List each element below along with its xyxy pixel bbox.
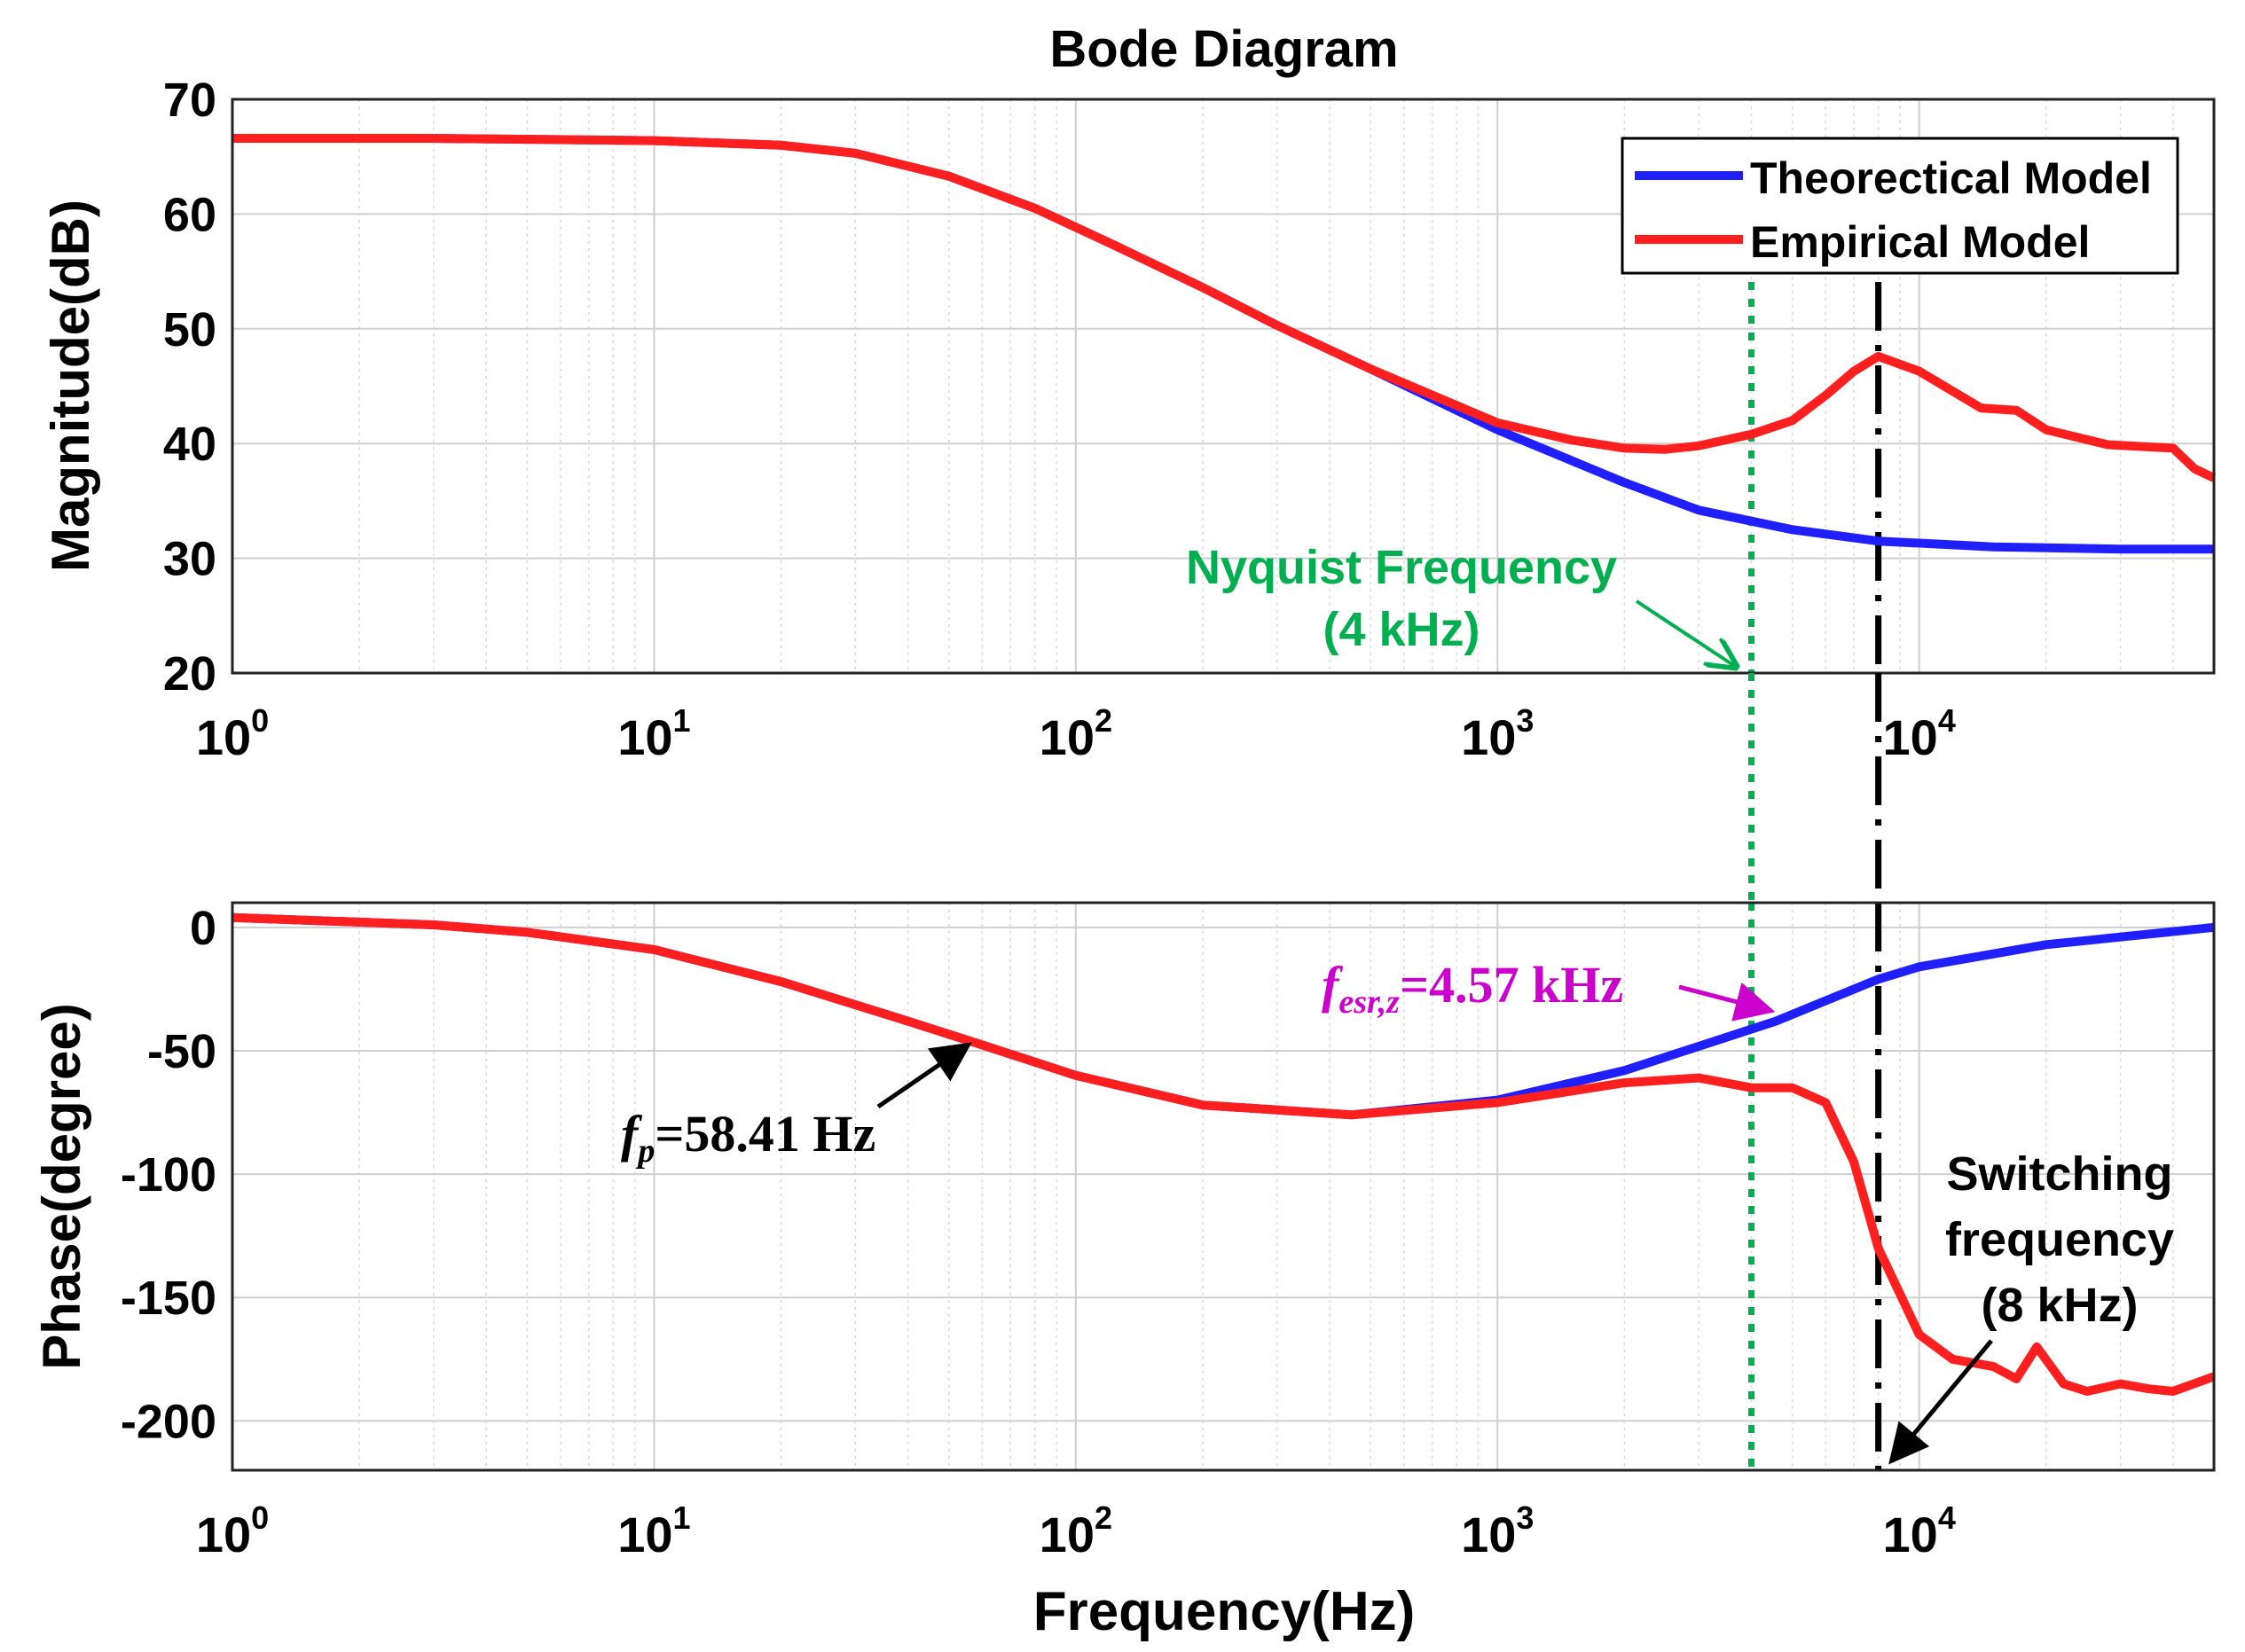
magnitude-x-tick-exponent: 1 bbox=[673, 702, 691, 739]
magnitude-x-tick-base: 10 bbox=[1883, 709, 1938, 765]
phase-y-tick-labels: 0 -50 -100 -150 -200 bbox=[121, 902, 216, 1449]
phase-x-tick-base: 10 bbox=[1040, 1507, 1095, 1562]
phase-x-tick-exponent: 0 bbox=[251, 1499, 269, 1536]
magnitude-y-tick-label: 30 bbox=[163, 533, 216, 586]
phase-x-tick-exponent: 3 bbox=[1516, 1499, 1534, 1536]
fp-value: =58.41 Hz bbox=[655, 1105, 875, 1163]
magnitude-x-tick-base: 10 bbox=[1040, 709, 1095, 765]
magnitude-x-tick-labels: 100 101 102 103 104 bbox=[196, 702, 1956, 765]
phase-x-tick-label: 103 bbox=[1461, 1499, 1534, 1562]
switching-annotation: Switching frequency (8 kHz) bbox=[1888, 1147, 2174, 1465]
magnitude-y-tick-label: 60 bbox=[163, 188, 216, 241]
magnitude-x-tick-exponent: 2 bbox=[1095, 702, 1112, 739]
phase-series-empirical-line bbox=[232, 912, 2216, 1396]
magnitude-y-axis-label: Magnitude(dB) bbox=[41, 200, 100, 572]
phase-y-axis-label: Phase(degree) bbox=[32, 1003, 91, 1370]
nyquist-annotation-line2: (4 kHz) bbox=[1323, 603, 1480, 656]
phase-x-tick-base: 10 bbox=[1461, 1507, 1516, 1562]
nyquist-annotation-line1: Nyquist Frequency bbox=[1186, 541, 1617, 594]
magnitude-y-tick-label: 20 bbox=[163, 647, 216, 701]
phase-plot-area bbox=[232, 903, 2214, 1470]
phase-y-tick-label: -150 bbox=[121, 1272, 216, 1325]
phase-x-tick-labels: 100 101 102 103 104 bbox=[196, 1499, 1956, 1562]
legend: Theorectical Model Empirical Model bbox=[1621, 137, 2179, 275]
nyquist-annotation-arrow bbox=[1635, 599, 1736, 667]
phase-x-tick-exponent: 1 bbox=[673, 1499, 691, 1536]
phase-x-tick-label: 102 bbox=[1040, 1499, 1112, 1562]
fp-annotation-label: fp=58.41 Hz bbox=[621, 1105, 875, 1170]
magnitude-series-empirical-line bbox=[232, 134, 2217, 482]
nyquist-annotation: Nyquist Frequency (4 kHz) bbox=[1186, 541, 1736, 667]
legend-label-theoretical: Theorectical Model bbox=[1750, 153, 2152, 203]
magnitude-x-tick-label: 104 bbox=[1883, 702, 1956, 765]
phase-x-tick-base: 10 bbox=[617, 1507, 672, 1562]
fp-subscript: p bbox=[635, 1132, 655, 1170]
fp-annotation: fp=58.41 Hz bbox=[621, 1042, 972, 1170]
phase-y-tick-label: -100 bbox=[121, 1148, 216, 1202]
phase-x-tick-base: 10 bbox=[1883, 1507, 1938, 1562]
magnitude-x-tick-exponent: 0 bbox=[251, 702, 269, 739]
magnitude-x-tick-base: 10 bbox=[617, 709, 672, 765]
switching-annotation-arrow bbox=[1888, 1339, 1993, 1465]
legend-label-empirical: Empirical Model bbox=[1750, 217, 2090, 267]
magnitude-x-tick-label: 103 bbox=[1461, 702, 1534, 765]
magnitude-y-tick-label: 70 bbox=[163, 74, 216, 127]
phase-x-tick-base: 10 bbox=[196, 1507, 251, 1562]
magnitude-x-tick-label: 102 bbox=[1040, 702, 1112, 765]
magnitude-y-tick-label: 40 bbox=[163, 418, 216, 471]
fesr-subscript: esr,z bbox=[1338, 983, 1400, 1021]
phase-x-tick-exponent: 2 bbox=[1095, 1499, 1112, 1536]
magnitude-x-tick-base: 10 bbox=[1461, 709, 1516, 765]
fesr-annotation-label: fesr,z=4.57 kHz bbox=[1322, 956, 1623, 1021]
fesr-value: =4.57 kHz bbox=[1400, 956, 1623, 1014]
magnitude-x-tick-label: 101 bbox=[617, 702, 690, 765]
phase-plot-frame bbox=[231, 901, 2216, 1472]
magnitude-y-tick-labels: 20 30 40 50 60 70 bbox=[163, 74, 216, 701]
phase-x-tick-exponent: 4 bbox=[1938, 1499, 1956, 1536]
fp-annotation-arrow bbox=[876, 1042, 972, 1109]
chart-title: Bode Diagram bbox=[1049, 20, 1398, 78]
switching-annotation-line1: Switching bbox=[1947, 1147, 2173, 1201]
phase-x-tick-label: 104 bbox=[1883, 1499, 1956, 1562]
phase-y-tick-label: -200 bbox=[121, 1395, 216, 1448]
phase-y-tick-label: 0 bbox=[190, 902, 216, 955]
switching-annotation-line2: frequency bbox=[1945, 1213, 2174, 1266]
switching-annotation-line3: (8 kHz) bbox=[1981, 1279, 2138, 1332]
magnitude-y-tick-label: 50 bbox=[163, 303, 216, 356]
phase-y-tick-label: -50 bbox=[147, 1025, 216, 1078]
x-axis-label: Frequency(Hz) bbox=[1033, 1581, 1416, 1642]
magnitude-x-tick-base: 10 bbox=[196, 709, 251, 765]
phase-axes: 0-50-100-150-200 100 101 102 103 104 Phase(d… bbox=[32, 673, 2216, 1642]
magnitude-x-tick-label: 100 bbox=[196, 702, 269, 765]
magnitude-x-tick-exponent: 3 bbox=[1516, 702, 1534, 739]
fesr-annotation-arrow bbox=[1678, 983, 1776, 1022]
fesr-annotation: fesr,z=4.57 kHz bbox=[1322, 956, 1776, 1022]
phase-x-tick-label: 101 bbox=[617, 1499, 690, 1562]
phase-x-tick-label: 100 bbox=[196, 1499, 269, 1562]
legend-box bbox=[1621, 137, 2179, 275]
magnitude-x-tick-exponent: 4 bbox=[1938, 702, 1956, 739]
magnitude-plot-frame bbox=[231, 98, 2216, 675]
